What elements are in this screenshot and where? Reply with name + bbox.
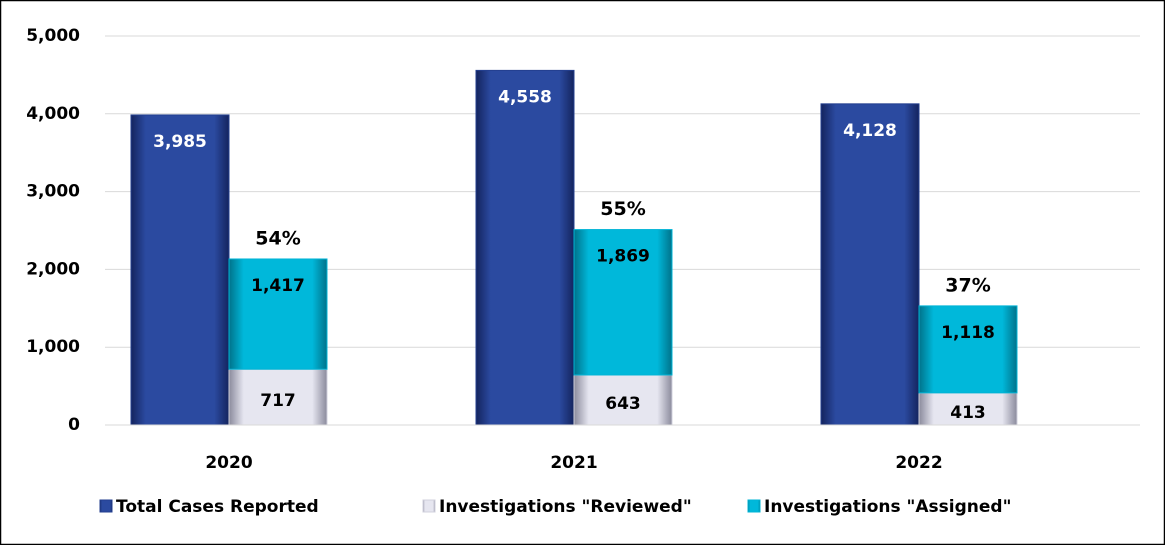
value-label: 413 [950,403,986,423]
value-label: 717 [260,391,296,411]
annotation: 54% [255,227,300,249]
annotation: 37% [945,274,990,296]
annotation: 55% [600,198,645,220]
legend-swatch [747,499,761,513]
value-label: 3,985 [153,132,207,152]
x-tick-label: 2020 [205,453,252,473]
value-label: 1,417 [251,276,305,296]
bar [820,103,920,426]
y-tick-label: 4,000 [26,104,80,124]
value-label: 4,558 [498,87,552,107]
y-tick-label: 3,000 [26,182,80,202]
value-label: 643 [605,394,641,414]
legend-label: Investigations "Assigned" [764,497,1011,517]
bar [228,258,328,370]
x-tick-label: 2021 [550,453,597,473]
value-label: 1,869 [596,247,650,267]
bar [475,69,575,426]
y-tick-label: 5,000 [26,26,80,46]
bar [573,229,673,376]
value-label: 4,128 [843,121,897,141]
y-tick-label: 1,000 [26,337,80,357]
y-tick-label: 0 [68,415,80,435]
bar [918,305,1018,394]
bar [130,114,230,426]
y-tick-label: 2,000 [26,259,80,279]
legend-swatch [422,499,436,513]
x-tick-label: 2022 [895,453,942,473]
value-label: 1,118 [941,323,995,343]
legend-label: Total Cases Reported [116,497,319,517]
legend-swatch [99,499,113,513]
legend-label: Investigations "Reviewed" [439,497,692,517]
